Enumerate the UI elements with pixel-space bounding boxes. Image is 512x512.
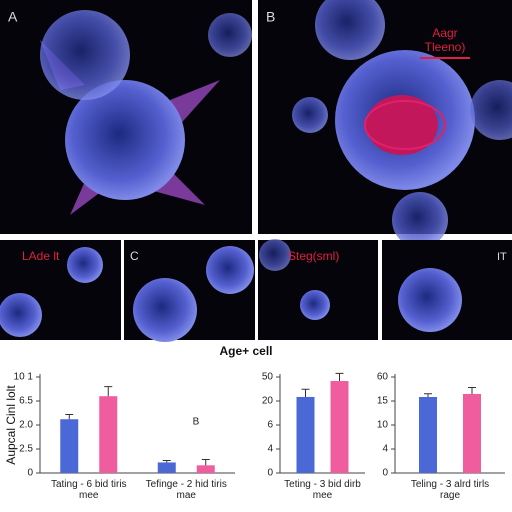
y-tick-label: 2.5 — [19, 444, 33, 455]
panel-label: A — [8, 9, 18, 25]
error-bar — [335, 372, 344, 382]
annotation: Tleeno) — [425, 40, 466, 54]
figure-title: Age+ cell — [219, 344, 272, 358]
bar — [419, 397, 437, 473]
annotation: Aagr — [432, 26, 457, 40]
error-bar — [104, 386, 113, 397]
y-tick-label: 0 — [267, 468, 273, 479]
y-tick-label: 4 — [267, 444, 273, 455]
bar — [196, 465, 215, 473]
panel-label: LAde lt — [22, 249, 60, 263]
x-tick-label: Tefinge - 2 hid tiris mae — [145, 479, 227, 501]
y-tick-label: 4 — [382, 444, 388, 455]
panel-label: IT — [497, 251, 507, 263]
error-bar — [65, 413, 74, 420]
annotation: B — [193, 417, 200, 428]
panel-label: Steg(sml) — [288, 249, 339, 263]
y-axis-label: Aupcal Cinl lolt — [4, 385, 18, 465]
micrograph-row — [0, 239, 512, 342]
y-tick-label: 50 — [262, 372, 274, 383]
bar — [60, 419, 79, 473]
bar — [463, 393, 481, 473]
error-bar — [424, 393, 432, 397]
micrograph-a — [0, 0, 252, 234]
panel-label: C — [130, 249, 139, 263]
bar — [296, 396, 315, 473]
y-tick-label: 10 1 — [14, 372, 34, 383]
x-tick-label: Teting - 3 bid dirb mee — [284, 479, 361, 501]
bar — [157, 462, 176, 473]
x-tick-label: Tating - 6 bid tiris mee — [50, 479, 127, 501]
micrograph-b — [258, 0, 512, 248]
y-tick-label: 6 — [267, 420, 273, 431]
y-tick-label: 10 — [377, 420, 389, 431]
error-bar — [162, 460, 171, 463]
y-tick-label: 2.0 — [19, 420, 33, 431]
error-bar — [468, 387, 476, 394]
panel-label: B — [266, 9, 275, 25]
error-bar — [201, 459, 210, 466]
bar — [99, 396, 118, 473]
x-tick-label: Teling - 3 alrd tirls rage — [410, 479, 490, 501]
y-tick-label: 6.5 — [19, 396, 33, 407]
y-tick-label: 15 — [377, 396, 389, 407]
bar — [330, 381, 349, 473]
error-bar — [301, 388, 310, 397]
y-tick-label: 20 — [262, 396, 274, 407]
y-tick-label: 0 — [382, 468, 388, 479]
y-tick-label: 0 — [27, 468, 33, 479]
y-tick-label: 60 — [377, 372, 389, 383]
